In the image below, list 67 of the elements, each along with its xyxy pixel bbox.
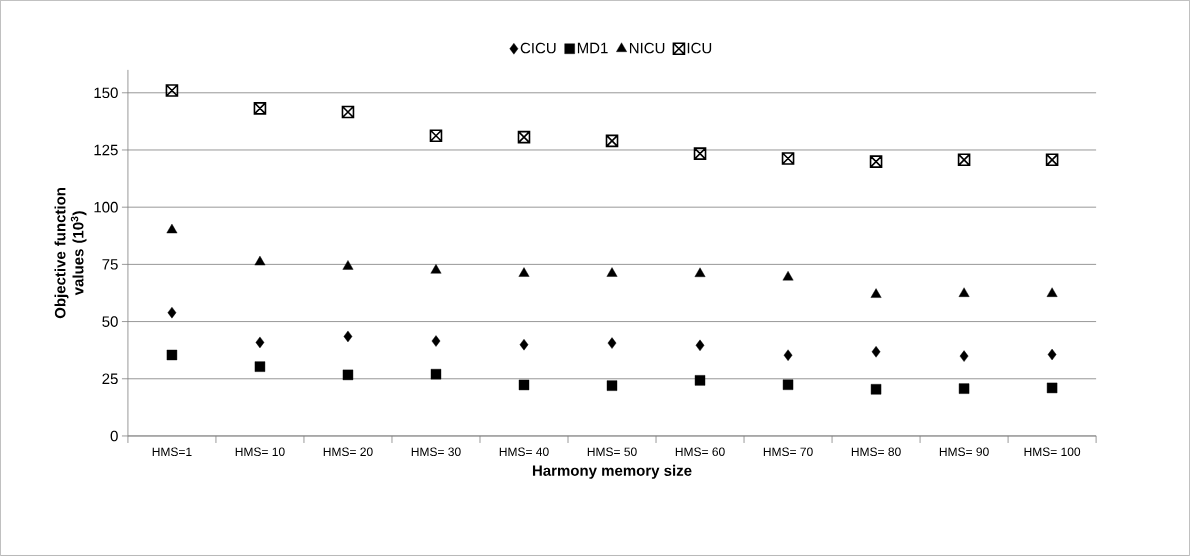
point [606, 267, 618, 277]
point [518, 267, 530, 277]
y-tick-label: 150 [94, 87, 118, 99]
legend-label: MD1 [577, 42, 608, 54]
point [694, 375, 706, 386]
point [255, 336, 265, 349]
y-tick-label: 50 [102, 316, 118, 327]
point [783, 349, 793, 361]
point [429, 129, 443, 143]
point [166, 223, 178, 234]
point [695, 339, 705, 352]
point [518, 379, 530, 391]
y-tick-label: 25 [102, 373, 118, 385]
point [254, 255, 266, 266]
point [693, 147, 707, 160]
point [430, 264, 442, 274]
x-tick-label: HMS= 90 [939, 447, 989, 457]
point [958, 287, 970, 297]
point [782, 271, 794, 281]
y-tick-label: 125 [94, 144, 118, 156]
point [782, 379, 794, 390]
point [605, 134, 619, 148]
x-tick-label: HMS= 60 [675, 447, 725, 457]
point [167, 307, 177, 319]
point [607, 337, 617, 349]
point [694, 267, 706, 277]
legend-label: CICU [520, 42, 556, 54]
point [1047, 348, 1057, 361]
point [870, 288, 882, 298]
point [431, 335, 441, 347]
point [606, 380, 618, 391]
point [958, 383, 970, 394]
point [254, 361, 266, 372]
x-tick-label: HMS= 100 [1024, 447, 1081, 457]
point [343, 330, 353, 343]
point [781, 152, 795, 165]
x-tick-label: HMS= 20 [323, 447, 373, 457]
point [430, 369, 442, 380]
point [959, 350, 969, 362]
point [166, 349, 178, 361]
point [871, 346, 881, 358]
x-tick-label: HMS= 50 [587, 447, 637, 457]
point [1046, 287, 1058, 297]
point [957, 153, 971, 167]
x-tick-label: HMS= 30 [411, 447, 461, 457]
x-tick-label: HMS= 40 [499, 447, 549, 457]
y-tick-label: 100 [94, 201, 118, 213]
point [519, 339, 529, 351]
point [869, 155, 883, 168]
point [341, 105, 355, 119]
point [517, 130, 531, 144]
point [342, 369, 354, 381]
legend-label: NICU [629, 42, 665, 54]
y-tick-label: 75 [102, 259, 118, 270]
point [165, 84, 179, 97]
x-tick-label: HMS=1 [152, 447, 192, 457]
x-tick-label: HMS= 80 [851, 447, 901, 457]
point [870, 384, 882, 395]
point [253, 102, 267, 115]
x-axis-title: Harmony memory size [532, 464, 692, 479]
x-tick-label: HMS= 10 [235, 447, 285, 457]
x-tick-label: HMS= 70 [763, 447, 813, 457]
y-tick-label: 0 [110, 430, 118, 442]
point [342, 260, 354, 270]
legend-label: ICU [687, 42, 712, 54]
point [1046, 382, 1058, 394]
point [1045, 153, 1059, 167]
